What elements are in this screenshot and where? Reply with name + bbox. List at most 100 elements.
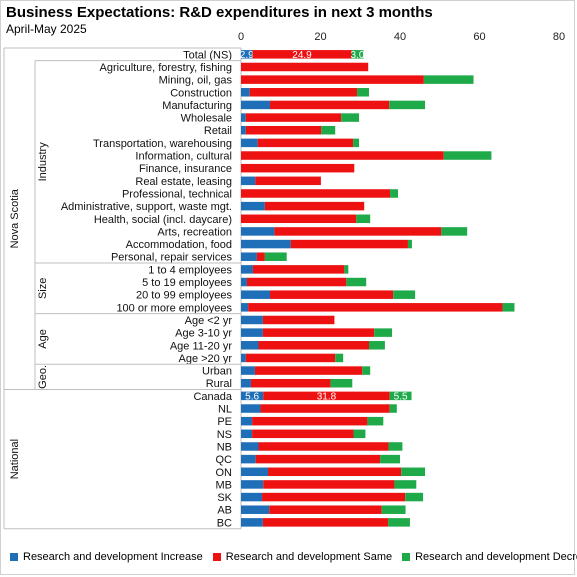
bar-increase bbox=[241, 176, 256, 186]
bar-decrease bbox=[374, 328, 393, 337]
category-label: NL bbox=[218, 404, 232, 416]
legend-item-decrease: Research and development Decrease bbox=[402, 551, 577, 563]
bar-decrease bbox=[341, 113, 360, 122]
bar-same bbox=[241, 62, 369, 72]
bar-same bbox=[274, 227, 442, 236]
bar-increase bbox=[241, 442, 259, 451]
bar-decrease bbox=[380, 454, 400, 464]
bar-decrease bbox=[356, 214, 371, 224]
bar-decrease bbox=[335, 353, 344, 363]
bar-increase bbox=[241, 265, 253, 274]
category-label: 100 or more employees bbox=[116, 302, 232, 314]
category-label: SK bbox=[217, 492, 232, 504]
bar-same bbox=[252, 429, 354, 439]
x-tick-label: 40 bbox=[394, 31, 406, 43]
legend-swatch-decrease bbox=[402, 553, 411, 561]
outer-group-label: National bbox=[9, 439, 21, 479]
bar-same bbox=[270, 290, 394, 299]
bar-increase bbox=[241, 113, 246, 122]
bar-decrease bbox=[405, 492, 424, 502]
bar-same bbox=[258, 341, 369, 350]
category-label: BC bbox=[217, 517, 232, 529]
category-label: Age <2 yr bbox=[185, 315, 233, 327]
bar-same bbox=[252, 416, 368, 426]
legend-item-same: Research and development Same bbox=[212, 551, 393, 563]
bar-same bbox=[241, 214, 357, 224]
x-tick-label: 20 bbox=[314, 31, 326, 43]
bar-increase bbox=[241, 201, 265, 211]
category-label: Rural bbox=[206, 378, 232, 390]
bar-decrease bbox=[401, 467, 426, 477]
category-label: 5 to 19 employees bbox=[142, 277, 232, 289]
bar-same bbox=[250, 378, 331, 388]
bar-increase bbox=[241, 518, 263, 527]
data-label-same: 24.9 bbox=[292, 50, 312, 61]
bar-decrease bbox=[321, 125, 336, 135]
data-label-increase: 2.9 bbox=[240, 50, 254, 61]
bar-increase bbox=[241, 125, 246, 135]
category-label: Urban bbox=[202, 366, 232, 378]
category-label: Information, cultural bbox=[135, 151, 232, 163]
x-tick-label: 60 bbox=[473, 31, 485, 43]
bar-same bbox=[254, 366, 363, 375]
legend-swatch-same bbox=[212, 553, 221, 561]
x-tick-label: 80 bbox=[553, 31, 565, 43]
bar-same bbox=[245, 353, 336, 363]
chart-subtitle: April-May 2025 bbox=[6, 22, 87, 36]
bar-same bbox=[262, 518, 389, 527]
bar-same bbox=[264, 201, 365, 211]
category-label: Mining, oil, gas bbox=[159, 75, 233, 87]
bar-increase bbox=[241, 239, 291, 249]
bar-decrease bbox=[330, 378, 353, 388]
category-label: Age >20 yr bbox=[178, 353, 232, 365]
category-label: MB bbox=[216, 479, 233, 491]
bar-increase bbox=[241, 252, 257, 261]
bar-same bbox=[290, 239, 408, 249]
bar-decrease bbox=[502, 303, 515, 312]
bar-decrease bbox=[443, 151, 492, 160]
category-label: Retail bbox=[204, 125, 232, 137]
bar-decrease bbox=[264, 252, 287, 261]
bar-increase bbox=[241, 88, 250, 97]
bar-decrease bbox=[357, 88, 369, 97]
bar-same bbox=[245, 113, 342, 122]
bar-decrease bbox=[388, 442, 403, 451]
bar-same bbox=[255, 176, 321, 186]
category-label: QC bbox=[216, 454, 233, 466]
group-label: Size bbox=[37, 278, 49, 299]
bar-decrease bbox=[389, 404, 397, 413]
group-label: Age bbox=[37, 329, 49, 349]
bar-decrease bbox=[389, 391, 412, 401]
bar-same bbox=[241, 151, 444, 160]
data-label-decrease: 3.0 bbox=[351, 50, 365, 61]
bar-increase bbox=[241, 404, 261, 413]
legend-item-increase: Research and development Increase bbox=[10, 551, 203, 563]
bar-same bbox=[256, 252, 265, 261]
bar-increase bbox=[241, 416, 253, 426]
data-label-decrease: 5.5 bbox=[394, 391, 408, 402]
outer-group-label: Nova Scotia bbox=[9, 188, 21, 248]
legend-label-same: Research and development Same bbox=[225, 551, 393, 563]
bar-same bbox=[262, 328, 375, 337]
bar-increase bbox=[241, 467, 269, 477]
bar-increase bbox=[241, 303, 249, 312]
bar-increase bbox=[241, 328, 263, 337]
bar-same bbox=[269, 505, 382, 514]
category-label: Canada bbox=[193, 391, 232, 403]
x-tick-label: 0 bbox=[238, 31, 244, 43]
legend-label-increase: Research and development Increase bbox=[23, 551, 203, 563]
bar-increase bbox=[241, 480, 264, 489]
bar-decrease bbox=[389, 100, 426, 110]
bar-increase bbox=[241, 50, 253, 59]
bar-increase bbox=[241, 315, 263, 325]
legend: Research and development Increase Resear… bbox=[10, 551, 577, 563]
category-label: Professional, technical bbox=[122, 188, 232, 200]
bar-increase bbox=[241, 378, 251, 388]
bar-increase bbox=[241, 277, 247, 287]
bar-same bbox=[268, 467, 402, 477]
category-label: Accommodation, food bbox=[126, 239, 232, 251]
data-label-increase: 5.6 bbox=[245, 391, 259, 402]
bar-increase bbox=[241, 366, 255, 375]
bar-same bbox=[262, 492, 406, 502]
